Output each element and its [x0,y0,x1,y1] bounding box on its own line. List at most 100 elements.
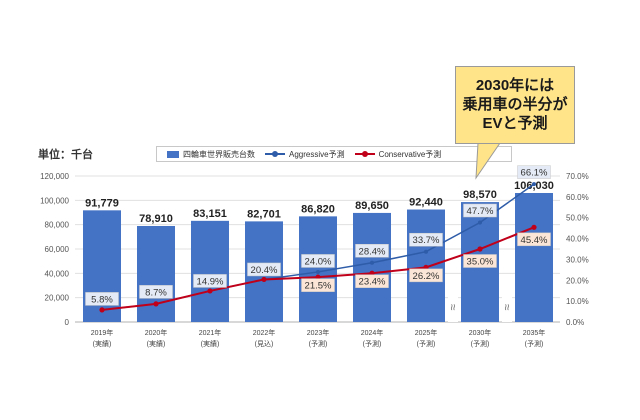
conservative-point [531,224,537,230]
bar-value-label: 86,820 [301,203,335,215]
y-left-tick-label: 120,000 [40,172,69,181]
legend-label-conservative: Conservative予測 [378,149,442,159]
aggressive-value-label: 47.7% [467,206,494,217]
conservative-value-label: 21.5% [305,281,332,292]
x-tick-sublabel: (予測) [417,339,436,348]
x-tick-label: 2030年 [469,328,492,337]
x-tick-label: 2019年 [91,328,114,337]
aggressive-label-box [355,244,389,258]
axis-break-gap [502,292,512,322]
aggressive-point [316,269,320,274]
aggressive-point [532,182,536,187]
aggressive-value-label: 8.7% [145,287,167,298]
x-tick-label: 2022年 [253,328,276,337]
y-right-tick-label: 70.0% [566,172,589,181]
x-tick-sublabel: (見込) [255,339,274,348]
y-left-tick-label: 20,000 [45,294,70,303]
conservative-value-label: 23.4% [359,277,386,288]
y-right-tick-label: 40.0% [566,235,589,244]
legend-label-sales: 四輪車世界販売台数 [183,149,255,159]
chart-legend: 四輪車世界販売台数 Aggressive予測 Conservative予測 [156,146,512,162]
legend-item-aggressive: Aggressive予測 [265,149,345,160]
bar-value-label: 83,151 [193,208,227,220]
legend-swatch-sales [167,150,179,158]
conservative-label-box [463,254,497,268]
aggressive-label-box [517,165,551,179]
x-tick-sublabel: (予測) [525,339,544,348]
aggressive-point [478,220,482,225]
conservative-point [261,276,267,283]
y-right-tick-label: 60.0% [566,193,589,202]
x-tick-sublabel: (実績) [201,339,220,348]
axis-break-gap [448,292,458,322]
y-left-tick-label: 60,000 [45,245,70,254]
aggressive-label-box [463,203,497,218]
y-left-tick-label: 100,000 [40,196,69,205]
x-tick-sublabel: (実績) [147,339,166,348]
aggressive-value-label: 33.7% [413,235,440,246]
aggressive-value-label: 28.4% [359,246,386,257]
callout-line-3: EVと予測 [482,115,548,132]
x-tick-label: 2024年 [361,328,384,337]
y-right-tick-label: 30.0% [566,255,589,264]
conservative-label-box [355,274,389,288]
y-right-tick-label: 50.0% [566,214,589,223]
legend-item-conservative: Conservative予測 [354,149,442,160]
axis-break-mark: ≈ [446,304,460,311]
x-tick-label: 2020年 [145,328,168,337]
callout-line-2: 乗用車の半分が [462,96,568,113]
conservative-point [99,307,105,313]
aggressive-label-box [85,292,119,306]
aggressive-value-label: 24.0% [305,256,332,267]
callout-pointer [475,142,501,180]
aggressive-point [370,260,374,265]
aggressive-point [424,249,428,254]
y-left-tick-label: 80,000 [45,221,70,230]
conservative-label-box [517,232,551,247]
axis-break-mark: ≈ [500,304,514,311]
legend-item-sales: 四輪車世界販売台数 [167,149,255,160]
conservative-value-label: 26.2% [413,271,440,282]
aggressive-value-label: 14.9% [197,276,224,287]
x-tick-label: 2035年 [523,328,546,337]
x-tick-label: 2021年 [199,328,222,337]
conservative-point [477,246,483,252]
legend-label-aggressive: Aggressive予測 [289,149,345,159]
aggressive-label-box [139,285,173,299]
y-left-tick-label: 0 [65,318,70,327]
bar [515,192,553,322]
x-tick-label: 2025年 [415,328,438,337]
bar-value-label: 78,910 [139,213,173,225]
x-tick-sublabel: (予測) [471,339,490,348]
bar-value-label: 82,701 [247,208,281,220]
legend-swatch-aggressive [265,151,285,157]
y-right-tick-label: 0.0% [566,318,584,327]
bar [353,212,391,322]
aggressive-label-box [193,274,227,288]
y-left-tick-label: 40,000 [45,269,70,278]
y-right-tick-label: 10.0% [566,297,589,306]
y-right-tick-label: 20.0% [566,276,589,285]
x-tick-sublabel: (予測) [309,339,328,348]
legend-swatch-conservative [354,151,375,157]
bar [191,220,229,322]
aggressive-value-label: 66.1% [521,168,548,179]
x-tick-sublabel: (実績) [93,339,112,348]
aggressive-label-box [409,232,443,247]
conservative-value-label: 45.4% [521,235,548,246]
conservative-label-box [409,268,443,283]
conservative-value-label: 35.0% [467,257,494,268]
aggressive-value-label: 5.8% [91,294,113,305]
callout-line-1: 2030年には [475,77,555,94]
bar-value-label: 91,779 [85,197,119,209]
x-tick-label: 2023年 [307,328,330,337]
aggressive-value-label: 20.4% [251,265,278,276]
conservative-point [153,301,159,307]
bar-value-label: 92,440 [409,197,443,209]
conservative-point [207,288,213,294]
bar-value-label: 89,650 [355,200,389,212]
bar-value-label: 98,570 [463,189,497,201]
x-tick-sublabel: (予測) [363,339,382,348]
aggressive-label-box [247,262,281,277]
